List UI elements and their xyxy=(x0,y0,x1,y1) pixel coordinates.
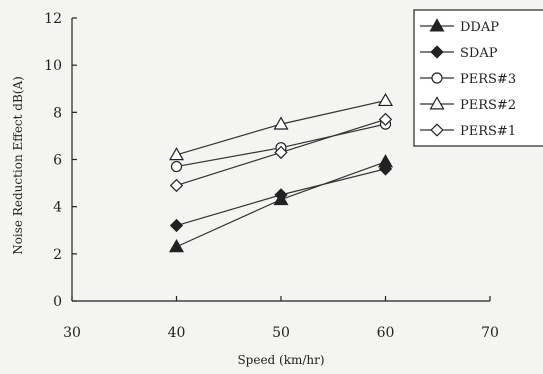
x-tick-label: 60 xyxy=(377,325,395,341)
data-point xyxy=(274,188,288,202)
y-tick-label: 6 xyxy=(53,153,62,169)
data-point xyxy=(169,218,184,233)
data-point xyxy=(170,160,183,173)
y-tick-label: 2 xyxy=(53,247,62,263)
legend-entry: PERS#1 xyxy=(420,123,516,139)
series-4 xyxy=(168,92,394,161)
y-tick-label: 10 xyxy=(44,58,62,74)
series-5 xyxy=(169,112,393,193)
x-tick-label: 40 xyxy=(168,325,186,341)
series-layer xyxy=(168,92,394,253)
legend-label: PERS#3 xyxy=(460,72,516,87)
y-tick-label: 12 xyxy=(44,11,62,27)
series-1 xyxy=(168,154,394,253)
x-tick-label: 70 xyxy=(481,325,499,341)
legend-entry: PERS#2 xyxy=(420,96,516,113)
legend-marker xyxy=(430,45,444,59)
y-ticks: 0 2 4 6 8 10 12 xyxy=(44,11,77,310)
y-tick-label: 0 xyxy=(53,294,62,310)
y-axis-title: Noise Reduction Effect dB(A) xyxy=(11,76,25,255)
y-tick-label: 4 xyxy=(53,200,62,216)
x-ticks: 30 40 50 60 70 xyxy=(63,296,499,341)
data-point xyxy=(378,112,393,127)
legend-label: DDAP xyxy=(460,20,499,35)
legend-marker xyxy=(431,72,443,84)
legend-marker xyxy=(430,123,444,137)
series-2 xyxy=(169,162,393,233)
y-tick-label: 8 xyxy=(53,105,62,121)
data-point xyxy=(378,162,393,176)
legend-entry: PERS#3 xyxy=(420,72,516,87)
data-point xyxy=(377,92,394,107)
data-point xyxy=(274,145,288,160)
legend-label: SDAP xyxy=(460,46,498,61)
legend: DDAP SDAP PERS#3 PERS#2 PERS#1 xyxy=(413,9,543,147)
legend-label: PERS#1 xyxy=(460,124,516,139)
legend-entry: SDAP xyxy=(420,45,498,61)
legend-entry: DDAP xyxy=(420,18,499,35)
data-point xyxy=(273,116,289,130)
data-point xyxy=(168,239,185,253)
legend-marker xyxy=(429,96,445,110)
data-point xyxy=(168,147,185,161)
legend-label: PERS#2 xyxy=(460,98,516,113)
x-axis-title: Speed (km/hr) xyxy=(237,353,324,367)
x-tick-label: 30 xyxy=(63,325,81,341)
legend-marker xyxy=(429,18,445,32)
x-tick-label: 50 xyxy=(272,325,290,341)
data-point xyxy=(169,178,184,193)
